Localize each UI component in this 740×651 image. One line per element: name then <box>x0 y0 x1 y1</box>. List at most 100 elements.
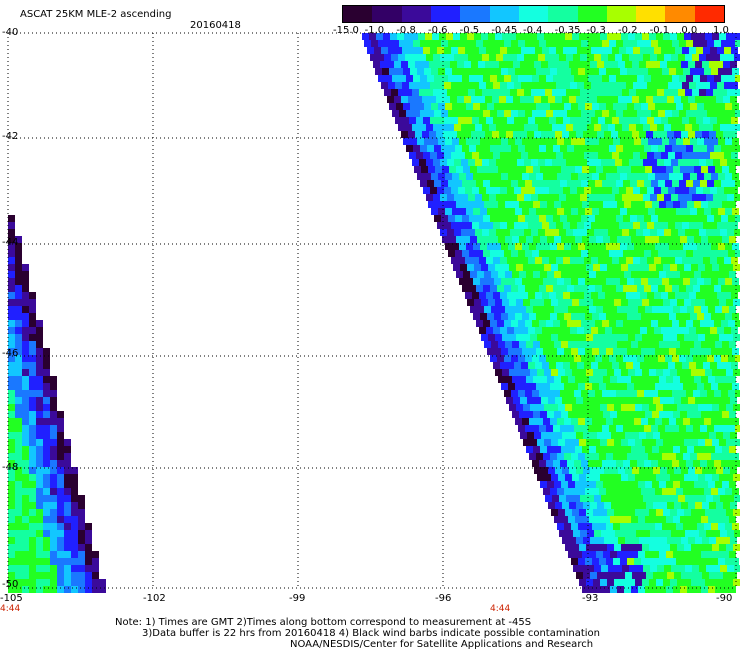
swath-cell <box>668 187 675 194</box>
swath-cell <box>532 390 539 397</box>
swath-cell <box>444 82 451 89</box>
swath-cell <box>690 453 697 460</box>
swath-cell <box>620 208 627 215</box>
swath-cell <box>571 453 578 460</box>
swath-cell <box>665 75 672 82</box>
swath-cell <box>700 40 707 47</box>
swath-cell <box>581 425 588 432</box>
swath-cell <box>701 306 708 313</box>
swath-cell <box>22 271 29 278</box>
swath-cell <box>648 173 655 180</box>
swath-cell <box>610 341 617 348</box>
swath-cell <box>720 229 727 236</box>
swath-cell <box>586 334 593 341</box>
swath-cell <box>621 369 628 376</box>
swath-cell <box>620 383 627 390</box>
swath-cell <box>694 306 701 313</box>
swath-cell <box>689 292 696 299</box>
swath-cell <box>565 264 572 271</box>
swath-cell <box>641 348 648 355</box>
swath-cell <box>567 320 574 327</box>
swath-cell <box>540 236 547 243</box>
swath-cell <box>465 222 472 229</box>
swath-cell <box>92 572 99 579</box>
swath-cell <box>661 82 668 89</box>
swath-cell <box>452 173 459 180</box>
swath-cell <box>430 82 437 89</box>
swath-cell <box>690 278 697 285</box>
swath-cell <box>625 131 632 138</box>
swath-cell <box>43 558 50 565</box>
swath-cell <box>375 68 382 75</box>
swath-cell <box>609 215 616 222</box>
swath-cell <box>492 61 499 68</box>
swath-cell <box>670 299 677 306</box>
swath-cell <box>538 229 545 236</box>
swath-cell <box>655 68 662 75</box>
swath-cell <box>449 166 456 173</box>
swath-cell <box>50 432 57 439</box>
swath-cell <box>517 54 524 61</box>
swath-cell <box>445 173 452 180</box>
colorbar <box>342 5 725 23</box>
colorbar-tick-label: -0.6 <box>428 25 448 36</box>
swath-cell <box>706 89 713 96</box>
swath-cell <box>614 439 621 446</box>
swath-cell <box>405 89 412 96</box>
swath-cell <box>676 313 683 320</box>
swath-cell <box>557 103 564 110</box>
swath-cell <box>613 418 620 425</box>
swath-cell <box>422 96 429 103</box>
swath-cell <box>447 54 454 61</box>
swath-cell <box>626 327 633 334</box>
lon-label: -102 <box>143 593 166 604</box>
swath-cell <box>15 467 22 474</box>
swath-cell <box>516 33 523 40</box>
swath-cell <box>675 327 682 334</box>
swath-cell <box>652 341 659 348</box>
swath-cell <box>479 292 486 299</box>
swath-cell <box>493 362 500 369</box>
swath-cell <box>623 180 630 187</box>
swath-cell <box>8 243 15 250</box>
swath-cell <box>541 467 548 474</box>
swath-cell <box>679 250 686 257</box>
swath-cell <box>574 460 581 467</box>
swath-cell <box>681 467 688 474</box>
swath-cell <box>473 243 480 250</box>
time-label: 4:44 <box>0 604 21 614</box>
swath-cell <box>671 124 678 131</box>
swath-cell <box>404 33 411 40</box>
swath-cell <box>43 565 50 572</box>
swath-cell <box>490 40 497 47</box>
swath-cell <box>549 257 556 264</box>
swath-cell <box>440 89 447 96</box>
swath-cell <box>626 362 633 369</box>
swath-cell <box>699 89 706 96</box>
swath-cell <box>29 551 36 558</box>
swath-cell <box>427 110 434 117</box>
swath-cell <box>714 40 721 47</box>
swath-cell <box>702 502 709 509</box>
swath-cell <box>676 103 683 110</box>
swath-cell <box>412 54 419 61</box>
swath-cell <box>490 355 497 362</box>
swath-cell <box>733 439 740 446</box>
swath-cell <box>678 124 685 131</box>
swath-cell <box>640 47 647 54</box>
swath-cell <box>451 187 458 194</box>
swath-cell <box>556 152 563 159</box>
swath-cell <box>414 166 421 173</box>
swath-cell <box>509 33 516 40</box>
swath-cell <box>494 313 501 320</box>
swath-cell <box>562 432 569 439</box>
swath-cell <box>602 145 609 152</box>
swath-cell <box>546 215 553 222</box>
swath-cell <box>675 47 682 54</box>
swath-cell <box>709 61 716 68</box>
swath-cell <box>718 173 725 180</box>
swath-cell <box>702 537 709 544</box>
swath-cell <box>732 523 739 530</box>
swath-cell <box>584 292 591 299</box>
swath-cell <box>573 89 580 96</box>
